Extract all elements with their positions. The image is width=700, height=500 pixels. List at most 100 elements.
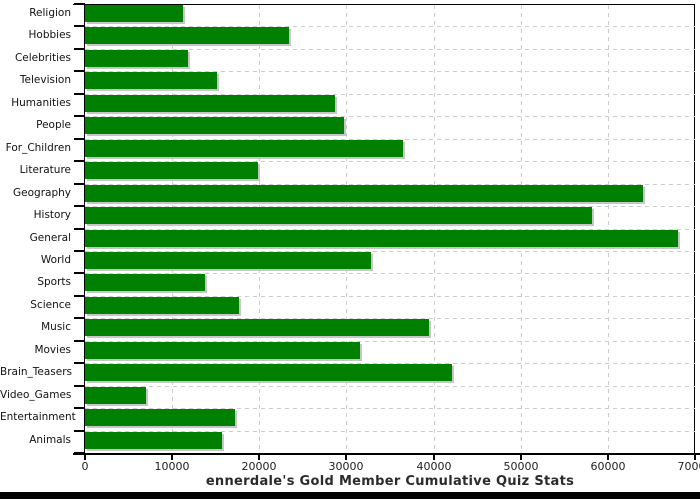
y-axis-tick	[74, 183, 85, 185]
horizontal-gridline	[85, 229, 695, 230]
x-axis-tick	[607, 455, 609, 460]
horizontal-gridline	[85, 296, 695, 297]
y-axis-label: Sports	[37, 276, 71, 288]
y-axis-tick	[74, 138, 85, 140]
x-axis-tick-label: 40000	[416, 460, 452, 473]
y-axis-tick	[74, 25, 85, 27]
bar-science	[85, 297, 239, 314]
y-axis-tick	[74, 362, 85, 364]
bar-movies	[85, 342, 360, 359]
y-axis-label: General	[29, 232, 71, 244]
horizontal-gridline	[85, 341, 695, 342]
y-axis-tick	[74, 250, 85, 252]
horizontal-gridline	[85, 26, 695, 27]
y-axis-tick	[74, 295, 85, 297]
horizontal-gridline	[85, 71, 695, 72]
y-axis-label: For_Children	[5, 142, 71, 154]
horizontal-gridline	[85, 161, 695, 162]
horizontal-gridline	[85, 139, 695, 140]
bar-world	[85, 252, 371, 269]
y-axis-label: Humanities	[11, 97, 71, 109]
plot-area	[85, 5, 695, 453]
x-axis-tick-label: 50000	[503, 460, 539, 473]
y-axis-label: Television	[19, 74, 71, 86]
y-axis-tick	[74, 452, 85, 454]
bar-animals	[85, 432, 222, 449]
horizontal-gridline	[85, 206, 695, 207]
y-axis-tick	[74, 93, 85, 95]
x-axis-tick	[345, 455, 347, 460]
bar-hobbies	[85, 27, 289, 44]
horizontal-gridline	[85, 116, 695, 117]
bar-for_children	[85, 140, 403, 157]
x-axis-tick-label: 70000	[677, 460, 700, 473]
bar-history	[85, 207, 592, 224]
y-axis-label: Entertainment	[0, 411, 76, 423]
y-axis-label: Science	[30, 299, 71, 311]
y-axis-tick	[74, 48, 85, 50]
bar-geography	[85, 185, 643, 202]
horizontal-gridline	[85, 431, 695, 432]
y-axis-tick	[74, 205, 85, 207]
horizontal-gridline	[85, 363, 695, 364]
window-bottom-edge	[0, 492, 700, 499]
y-axis-tick	[74, 407, 85, 409]
bar-entertainment	[85, 409, 235, 426]
y-axis-label: Video_Games	[0, 389, 72, 401]
y-axis-tick	[74, 115, 85, 117]
x-axis-tick-label: 10000	[154, 460, 190, 473]
bar-general	[85, 230, 678, 247]
horizontal-gridline	[85, 184, 695, 185]
x-axis-tick	[258, 455, 260, 460]
y-axis-tick	[74, 272, 85, 274]
bar-celebrities	[85, 50, 188, 67]
y-axis-label: Movies	[34, 344, 71, 356]
bar-people	[85, 117, 344, 134]
y-axis-tick	[74, 340, 85, 342]
bar-brain_teasers	[85, 364, 452, 381]
y-axis-label: Music	[41, 321, 71, 333]
y-axis-label: History	[33, 209, 71, 221]
y-axis-tick	[74, 160, 85, 162]
y-axis-label: Animals	[29, 434, 71, 446]
y-axis-tick	[74, 70, 85, 72]
bar-music	[85, 319, 429, 336]
x-axis-tick-label: 60000	[590, 460, 626, 473]
bar-video_games	[85, 387, 146, 404]
y-axis-label: Religion	[29, 7, 71, 19]
bar-television	[85, 72, 217, 89]
y-axis-label: Celebrities	[14, 52, 71, 64]
bar-literature	[85, 162, 258, 179]
horizontal-gridline	[85, 386, 695, 387]
y-axis-label: Hobbies	[28, 29, 72, 41]
horizontal-gridline	[85, 408, 695, 409]
horizontal-gridline	[85, 273, 695, 274]
x-axis-tick	[520, 455, 522, 460]
y-axis-label: Literature	[19, 164, 71, 176]
bar-sports	[85, 274, 205, 291]
y-axis-label: Brain_Teasers	[0, 366, 73, 378]
horizontal-gridline	[85, 94, 695, 95]
plot-top-border	[73, 4, 695, 5]
chart-title: ennerdale's Gold Member Cumulative Quiz …	[205, 474, 575, 489]
x-axis-tick	[84, 455, 86, 460]
x-axis-tick	[694, 455, 696, 460]
x-axis-tick-label: 30000	[328, 460, 364, 473]
x-axis-tick	[433, 455, 435, 460]
horizontal-gridline	[85, 251, 695, 252]
y-axis-tick	[74, 430, 85, 432]
x-axis-line	[73, 453, 700, 455]
y-axis-label: People	[36, 119, 71, 131]
x-axis-tick	[171, 455, 173, 460]
x-axis-tick-label: 0	[81, 460, 89, 473]
y-axis-tick	[74, 317, 85, 319]
horizontal-gridline	[85, 318, 695, 319]
bar-humanities	[85, 95, 335, 112]
y-axis-tick	[74, 228, 85, 230]
x-axis-tick-label: 20000	[241, 460, 277, 473]
y-axis-tick	[74, 385, 85, 387]
y-axis-tick	[74, 3, 85, 5]
y-axis-label: World	[40, 254, 71, 266]
bar-religion	[85, 5, 183, 22]
